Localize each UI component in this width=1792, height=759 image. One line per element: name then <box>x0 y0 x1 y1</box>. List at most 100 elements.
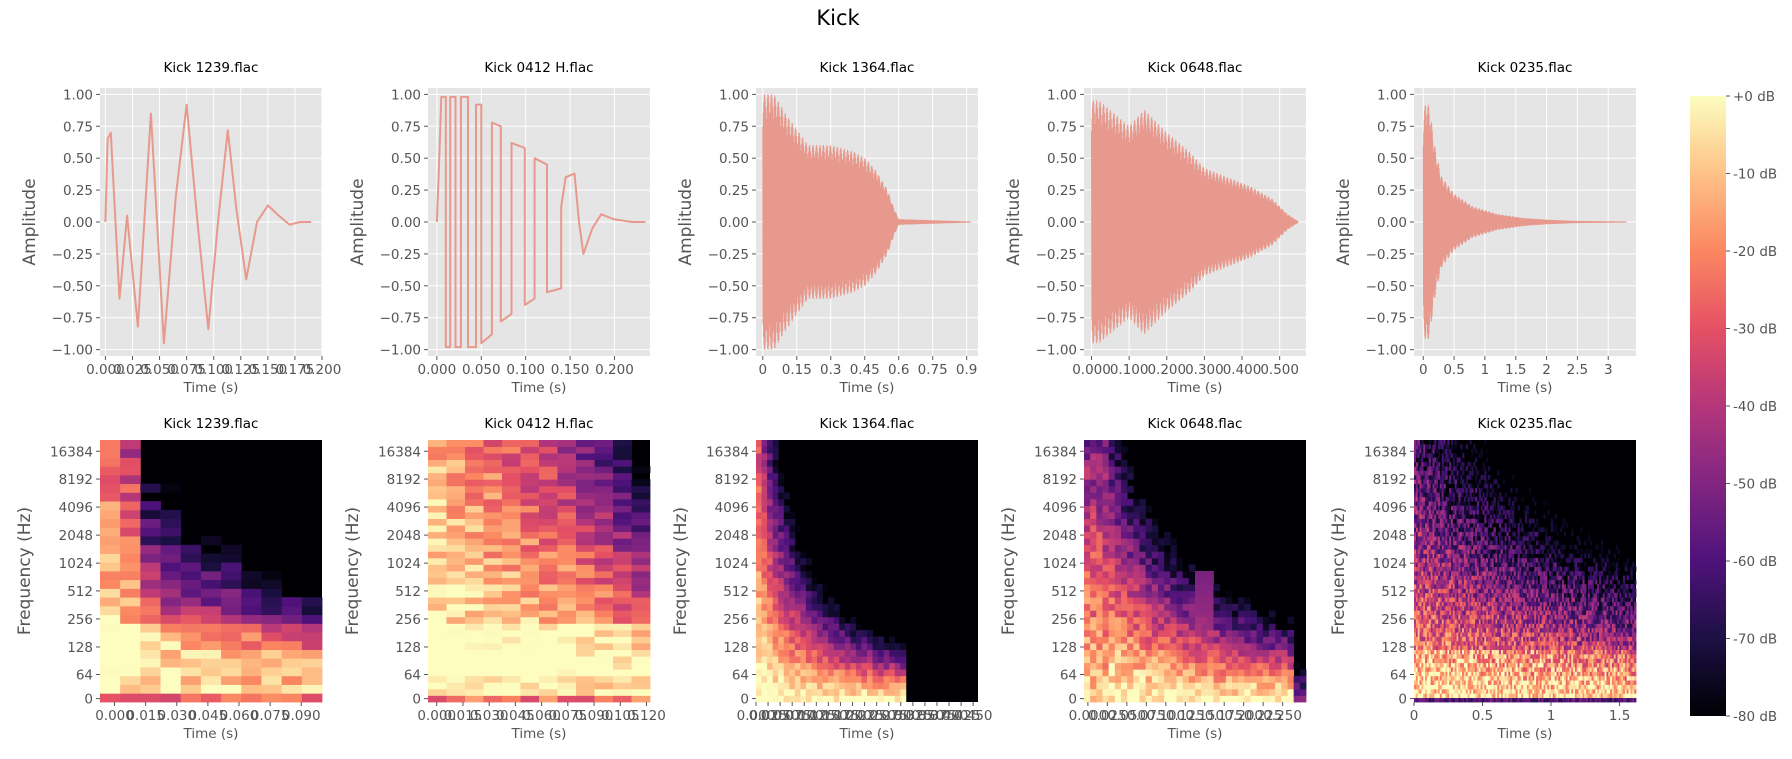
spectrogram-cell <box>1419 540 1422 546</box>
spectrogram-cell <box>878 669 885 677</box>
spectrogram-cell <box>805 629 812 637</box>
spectrogram-cell <box>1463 645 1467 650</box>
spectrogram-cell <box>1139 649 1147 657</box>
spectrogram-cell <box>1151 643 1159 650</box>
spectrogram-cell <box>1417 610 1420 616</box>
spectrogram-cell <box>539 498 558 506</box>
spectrogram-cell <box>1232 675 1239 683</box>
spectrogram-cell <box>783 656 790 664</box>
spectrogram-cell <box>756 623 762 631</box>
spectrogram-cell <box>1443 509 1446 515</box>
spectrogram-cell <box>1458 527 1461 533</box>
spectrogram-cell <box>465 629 484 637</box>
spectrogram-cell <box>1460 614 1463 620</box>
spectrogram-cell <box>894 695 901 703</box>
spectrogram-cell <box>1473 444 1476 450</box>
spectrogram-cell <box>446 551 466 559</box>
spectrogram-cell <box>1127 525 1134 533</box>
spectrogram-cell <box>1256 629 1264 637</box>
spectrogram-cell <box>872 675 879 683</box>
spectrogram-cell <box>483 571 503 578</box>
spectrogram-cell <box>1121 682 1128 690</box>
spectrogram-cell <box>1491 571 1494 576</box>
spectrogram-cell <box>1428 658 1432 664</box>
spectrogram-cell <box>140 562 161 572</box>
spectrogram-cell <box>1451 474 1454 480</box>
spectrogram-cell <box>428 472 447 480</box>
spectrogram-cell <box>900 675 907 683</box>
spectrogram-cell <box>783 557 790 565</box>
spectrogram-cell <box>1426 605 1430 611</box>
spectrogram-cell <box>1473 566 1476 572</box>
spectrogram-cell <box>1281 682 1288 690</box>
spectrogram-cell <box>1417 658 1420 664</box>
spectrogram-cell <box>140 579 161 589</box>
spectrogram-cell <box>867 669 873 677</box>
spectrogram-cell <box>1256 636 1264 644</box>
spectrogram-cell <box>520 616 540 624</box>
spectrogram-cell <box>1478 588 1481 594</box>
y-tick-label: 128 <box>1051 640 1077 656</box>
spectrogram-cell <box>200 571 222 581</box>
spectrogram-cell <box>539 571 558 578</box>
spectrogram-cell <box>878 675 885 683</box>
y-tick-label: −0.25 <box>1366 247 1407 263</box>
x-tick-label: 0.400 <box>1223 362 1262 378</box>
spectrogram-cell <box>1486 614 1489 620</box>
spectrogram-cell <box>539 479 558 487</box>
spectrogram-cell <box>1478 697 1481 703</box>
spectrogram-cell <box>1488 474 1491 480</box>
spectrogram-cell <box>1428 640 1432 646</box>
spectrogram-cell <box>1164 629 1171 637</box>
spectrogram-cell <box>1127 531 1134 539</box>
spectrogram-cell <box>1451 610 1454 616</box>
spectrogram-cell <box>772 544 779 552</box>
spectrogram-cell <box>1269 623 1276 631</box>
spectrogram-cell <box>428 557 447 565</box>
spectrogram-cell <box>772 538 779 546</box>
spectrogram-cell <box>1463 536 1467 541</box>
spectrogram-cell <box>241 571 262 581</box>
x-tick-label: 0.125 <box>1166 708 1205 724</box>
spectrogram-cell <box>1145 538 1153 546</box>
spectrogram-cell <box>1434 483 1437 489</box>
spectrogram-cell <box>1102 544 1110 552</box>
spectrogram-cell <box>1456 653 1459 659</box>
spectrogram-cell <box>1426 645 1430 650</box>
spectrogram-cell <box>1475 693 1478 699</box>
spectrogram-cell <box>756 440 762 447</box>
spectrogram-cell <box>1486 649 1489 655</box>
spectrogram-cell <box>1484 575 1487 581</box>
spectrogram-cell <box>1443 601 1446 607</box>
spectrogram-cell <box>1438 483 1441 489</box>
spectrogram-cell <box>1488 579 1491 585</box>
spectrogram-cell <box>1471 619 1474 624</box>
spectrogram-cell <box>1436 544 1439 550</box>
spectrogram-cell <box>1443 658 1446 664</box>
spectrogram-cell <box>1207 629 1214 637</box>
spectrogram-cell <box>1170 544 1177 552</box>
spectrogram-cell <box>1489 627 1493 633</box>
spectrogram-cell <box>839 695 846 703</box>
spectrogram-cell <box>855 656 862 664</box>
spectrogram-cell <box>1441 457 1444 463</box>
spectrogram-cell <box>817 590 823 598</box>
spectrogram-cell <box>1127 498 1134 506</box>
spectrogram-cell <box>1419 688 1422 694</box>
spectrogram-cell <box>1090 688 1097 696</box>
spectrogram-cell <box>1269 675 1276 683</box>
spectrogram-cell <box>1469 575 1472 581</box>
y-axis-label: Amplitude <box>20 178 40 265</box>
spectrogram-cell <box>1145 597 1153 605</box>
spectrogram-cell <box>1484 540 1487 546</box>
spectrogram-cell <box>1096 498 1103 506</box>
spectrogram-cell <box>1447 649 1450 655</box>
spectrogram-cell <box>140 614 161 624</box>
spectrogram-cell <box>1482 688 1485 694</box>
spectrogram-cell <box>1460 671 1463 677</box>
spectrogram-cell <box>1488 627 1491 633</box>
spectrogram-cell <box>1497 562 1500 568</box>
x-tick-label: 0.250 <box>1263 708 1302 724</box>
spectrogram-cell <box>576 531 595 539</box>
spectrogram-cell <box>1486 531 1489 537</box>
